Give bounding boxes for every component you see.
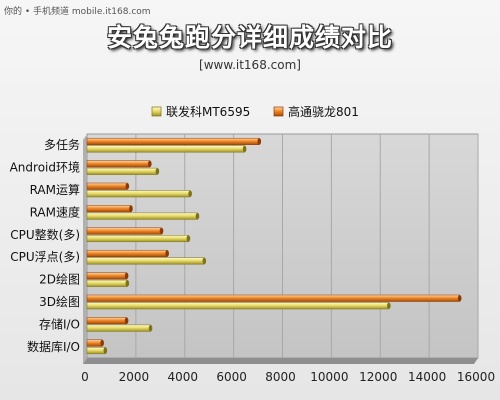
bar-end-cap: [124, 317, 129, 324]
bar-end-cap: [148, 324, 153, 332]
bar-end-cap: [125, 280, 130, 287]
bar-end-cap: [457, 295, 462, 302]
x-tick-label: 12000: [359, 370, 397, 384]
x-tick-label: 10000: [310, 370, 348, 384]
category-label: 多任务: [44, 137, 80, 152]
category-label: 3D绘图: [39, 294, 80, 309]
legend-label: 联发科MT6595: [166, 104, 250, 119]
x-tick-label: 16000: [457, 370, 495, 384]
bar: [86, 205, 132, 213]
x-tick-label: 4000: [167, 370, 198, 384]
bar: [86, 227, 162, 235]
bar: [86, 294, 460, 302]
bar: [86, 249, 168, 257]
bar: [86, 145, 245, 153]
bar: [86, 324, 151, 332]
legend-swatch: [273, 106, 284, 117]
bar-end-cap: [155, 168, 160, 175]
legend-swatch: [151, 106, 162, 117]
x-tick-label: 0: [81, 370, 89, 384]
bar-end-cap: [100, 339, 104, 347]
category-label: 2D绘图: [39, 272, 80, 287]
bar-end-cap: [165, 250, 169, 257]
bar: [86, 302, 390, 310]
category-label: Android环境: [10, 160, 80, 175]
chart-title: 安兔兔跑分详细成绩对比: [106, 23, 393, 52]
category-label: 数据库I/O: [27, 339, 80, 354]
legend-label: 高通骁龙801: [288, 104, 359, 119]
chart-subtitle: [www.it168.com]: [199, 58, 301, 72]
plot-floor: [83, 358, 478, 364]
bar-end-cap: [387, 302, 391, 309]
x-tick-label: 2000: [119, 370, 150, 384]
bar: [86, 257, 205, 265]
x-tick-label: 8000: [265, 370, 296, 384]
bar-end-cap: [242, 145, 247, 153]
bar-end-cap: [159, 227, 164, 235]
bar-end-cap: [257, 138, 262, 145]
x-tick-label: 6000: [216, 370, 247, 384]
bar: [86, 347, 106, 355]
watermark-strip: 你的 • 手机频道 mobile.it168.com: [0, 0, 500, 18]
bar: [86, 339, 103, 347]
bar: [86, 167, 158, 175]
bar: [86, 317, 127, 325]
bar-end-cap: [188, 190, 192, 197]
watermark: 你的 • 手机频道 mobile.it168.com: [4, 7, 151, 17]
category-label: RAM运算: [30, 182, 80, 197]
bar-end-cap: [125, 183, 130, 190]
category-label: RAM速度: [30, 204, 80, 219]
bar: [86, 190, 191, 198]
bar-end-cap: [148, 160, 152, 168]
bar: [86, 272, 127, 280]
plot-side-wall: [83, 134, 87, 364]
x-tick-label: 14000: [408, 370, 446, 384]
bar-end-cap: [124, 272, 129, 280]
bar: [86, 137, 260, 145]
category-label: CPU整数(多): [10, 227, 80, 242]
category-label: CPU浮点(多): [10, 250, 80, 264]
bar: [86, 160, 151, 168]
bar: [86, 182, 128, 190]
bar-end-cap: [103, 347, 108, 354]
bar-end-cap: [129, 205, 133, 212]
bar-end-cap: [186, 235, 191, 242]
bar-end-cap: [195, 212, 200, 220]
bar: [86, 212, 198, 220]
bar: [86, 279, 128, 287]
category-label: 存储I/O: [39, 316, 80, 331]
bar: [86, 235, 189, 243]
bar-end-cap: [202, 257, 207, 265]
